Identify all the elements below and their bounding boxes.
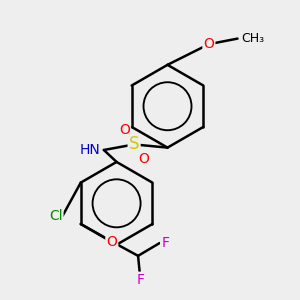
Text: F: F (136, 273, 145, 287)
Text: CH₃: CH₃ (242, 32, 265, 45)
Text: O: O (106, 235, 117, 248)
Text: HN: HN (80, 143, 101, 157)
Text: S: S (129, 135, 139, 153)
Text: Cl: Cl (49, 209, 62, 223)
Text: O: O (138, 152, 149, 166)
Text: O: O (119, 123, 130, 137)
Text: F: F (161, 236, 169, 250)
Text: O: O (203, 37, 214, 51)
